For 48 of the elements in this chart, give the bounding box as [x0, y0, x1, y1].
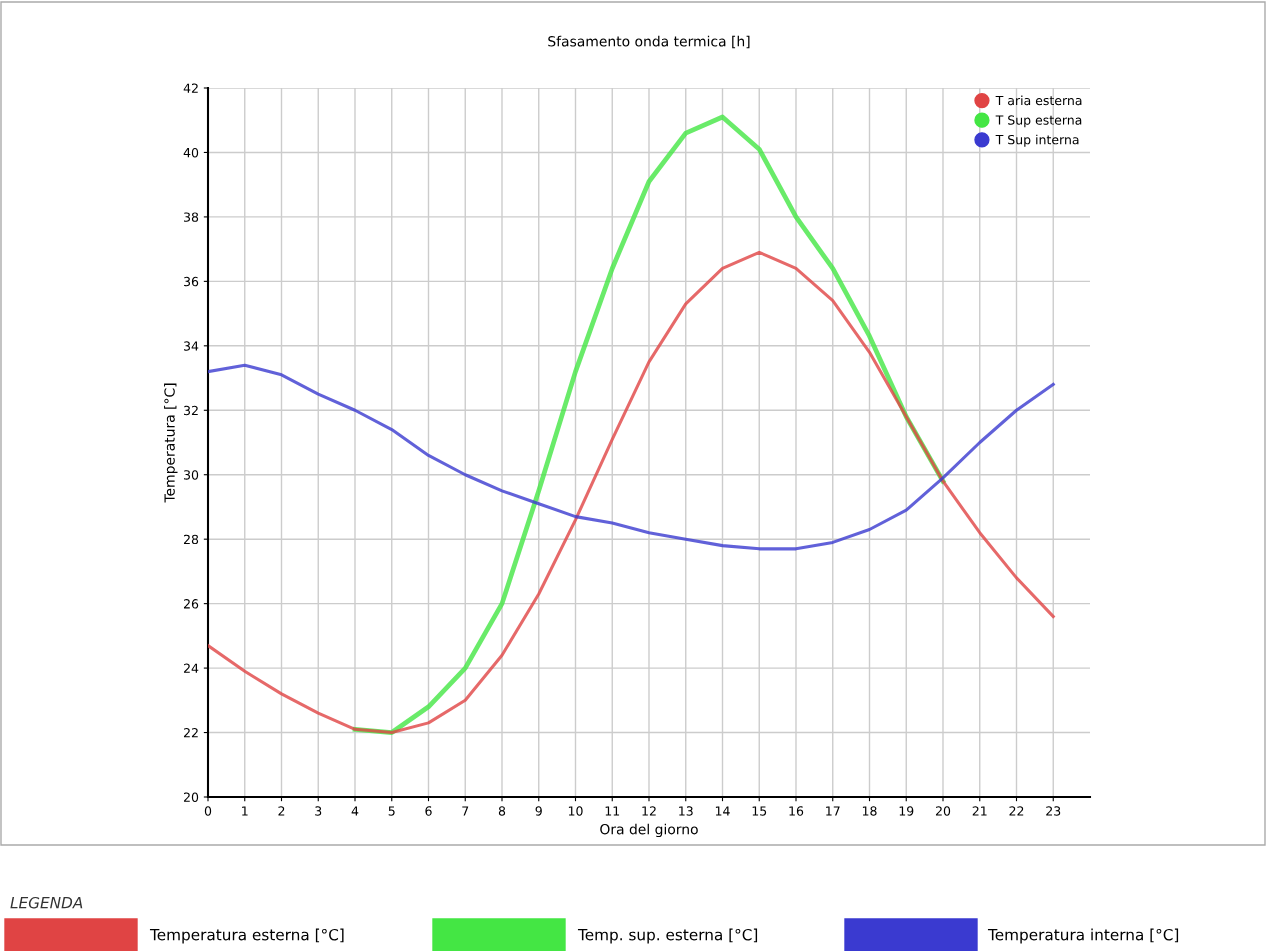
x-tick-label: 16	[789, 806, 804, 816]
y-tick-label: 36	[184, 276, 199, 287]
text: Temperatura interna [°C]	[987, 928, 1179, 944]
line-series	[208, 250, 1055, 735]
x-tick-label: 2	[278, 806, 285, 816]
x-tick-label: 12	[642, 806, 656, 816]
y-tick-label: 24	[183, 663, 199, 673]
legend-label: T aria esterna	[995, 95, 1082, 106]
x-tick-label: 1	[242, 806, 248, 816]
y-tick-label: 30	[184, 470, 199, 480]
x-tick-label: 19	[899, 806, 914, 816]
x-tick-label: 20	[935, 806, 951, 816]
y-tick-label: 28	[183, 534, 199, 545]
y-tick-label: 32	[184, 405, 198, 416]
legend-label: T Sup esterna	[995, 115, 1082, 128]
y-tick-label: 22	[183, 728, 198, 738]
x-tick-label: 11	[605, 806, 620, 816]
x-tick-label: 5	[388, 806, 395, 816]
x-tick-label: 6	[425, 806, 432, 816]
x-tick-label: 14	[715, 806, 730, 816]
y-tick-label: 38	[184, 212, 199, 222]
text: Temperatura esterna [°C]	[149, 928, 344, 944]
x-tick-label: 10	[568, 806, 583, 816]
x-tick-label: 7	[462, 806, 469, 816]
y-axis-title: Temperatura [°C]	[164, 383, 178, 503]
legend-label: T Sup interna	[995, 134, 1079, 147]
line-series	[208, 363, 1055, 551]
x-tick-label: 0	[204, 806, 212, 816]
x-tick-label: 9	[535, 806, 542, 816]
x-tick-label: 4	[351, 806, 359, 816]
x-tick-label: 15	[752, 806, 767, 816]
y-tick-label: 42	[183, 83, 198, 93]
x-tick-label: 22	[1009, 806, 1024, 816]
y-tick-label: 26	[183, 599, 199, 609]
chart-title: Sfasamento onda termica [h]	[548, 35, 750, 49]
x-tick-label: 23	[1046, 806, 1061, 816]
y-tick-label: 34	[184, 341, 199, 351]
x-tick-label: 3	[315, 806, 322, 816]
text: LEGENDA	[10, 896, 83, 909]
y-tick-label: 40	[183, 147, 199, 158]
x-tick-label: 13	[679, 806, 693, 816]
text: Temp. sup. esterna [°C]	[577, 928, 758, 944]
x-tick-label: 21	[972, 806, 987, 816]
x-tick-label: 18	[862, 806, 877, 816]
x-tick-label: 17	[826, 806, 840, 816]
y-tick-label: 20	[183, 792, 199, 802]
x-axis-title: Ora del giorno	[600, 823, 698, 838]
x-tick-label: 8	[498, 806, 506, 816]
